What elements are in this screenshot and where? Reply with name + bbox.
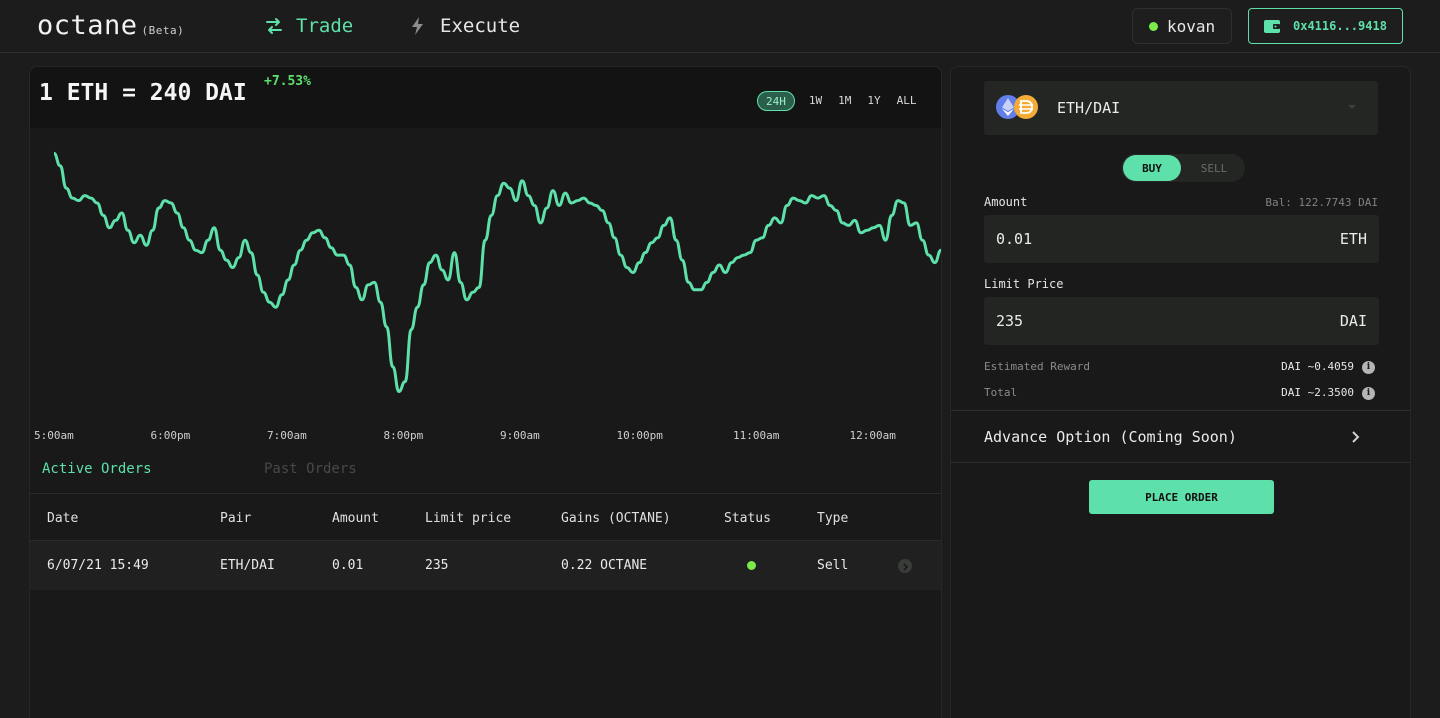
col-status: Status <box>724 511 771 526</box>
total-label: Total <box>984 386 1018 399</box>
network-label: kovan <box>1167 16 1216 36</box>
estimated-reward-label: Estimated Reward <box>984 360 1090 373</box>
pair-token-icons <box>996 95 1038 119</box>
advance-option-row[interactable]: Advance Option (Coming Soon) <box>951 410 1410 463</box>
cell-limit-price: 235 <box>425 558 449 573</box>
limit-price-label: Limit Price <box>984 277 1064 291</box>
amount-unit: ETH <box>1339 230 1367 248</box>
amount-label: Amount <box>984 195 1028 209</box>
cell-amount: 0.01 <box>332 558 364 573</box>
range-1y[interactable]: 1Y <box>867 94 881 107</box>
x-tick-label: 11:00am <box>733 429 780 442</box>
amount-field: ETH <box>984 215 1379 263</box>
dai-icon <box>1014 95 1038 119</box>
cell-date: 6/07/21 15:49 <box>47 558 149 573</box>
x-tick-label: 6:00pm <box>150 429 191 442</box>
place-order-button[interactable]: PLACE ORDER <box>1089 480 1274 514</box>
top-bar: octane (Beta) Trade Execute kovan 0x4116.… <box>0 0 1440 53</box>
chart-x-axis: 5:00am 6:00pm 7:00am 8:00pm 9:00am 10:00pm 11:… <box>30 429 941 443</box>
price-title: 1 ETH = 240 DAI <box>39 80 247 106</box>
wallet-address: 0x4116...9418 <box>1293 19 1387 33</box>
table-row[interactable]: 6/07/21 15:49 ETH/DAI 0.01 235 0.22 OCTA… <box>30 541 941 590</box>
amount-input[interactable] <box>984 215 1304 263</box>
chevron-right-icon <box>1352 431 1360 443</box>
price-change: +7.53% <box>264 74 311 89</box>
total-row: Total DAI ~2.3500 i <box>984 386 1378 402</box>
wallet-button[interactable]: 0x4116...9418 <box>1248 8 1403 44</box>
balance-text: Bal: 122.7743 DAI <box>1265 196 1378 209</box>
app-logo[interactable]: octane (Beta) <box>37 10 184 41</box>
range-all[interactable]: ALL <box>896 94 917 107</box>
range-24h[interactable]: 24H <box>757 91 795 111</box>
price-line <box>53 151 941 393</box>
info-icon[interactable]: i <box>1362 361 1375 374</box>
x-tick-label: 10:00pm <box>616 429 663 442</box>
order-tabs: Active Orders Past Orders <box>30 455 941 493</box>
limit-price-field: DAI <box>984 297 1379 345</box>
x-tick-label: 8:00pm <box>383 429 424 442</box>
info-icon[interactable]: i <box>1362 387 1375 400</box>
buy-sell-toggle: BUY SELL <box>1121 154 1245 182</box>
nav-trade[interactable]: Trade <box>264 13 353 39</box>
logo-text: octane <box>37 10 138 41</box>
nav-execute[interactable]: Execute <box>408 13 520 39</box>
x-tick-label: 5:00am <box>34 429 74 442</box>
col-type: Type <box>817 511 849 526</box>
tab-active-orders[interactable]: Active Orders <box>42 461 152 477</box>
sell-button[interactable]: SELL <box>1200 161 1228 175</box>
swap-arrows-icon <box>266 18 282 34</box>
trade-form-panel: ETH/DAI BUY SELL Amount Bal: 122.7743 DA… <box>950 66 1411 718</box>
range-1m[interactable]: 1M <box>838 94 852 107</box>
pair-label: ETH/DAI <box>1057 99 1121 117</box>
x-tick-label: 9:00am <box>500 429 540 442</box>
col-pair: Pair <box>220 511 252 526</box>
col-limit-price: Limit price <box>425 511 512 526</box>
orders-table-header: Date Pair Amount Limit price Gains (OCTA… <box>30 493 941 541</box>
logo-beta-tag: (Beta) <box>141 24 185 37</box>
chart-orders-panel: 1 ETH = 240 DAI +7.53% 24H 1W 1M 1Y ALL … <box>29 66 942 718</box>
estimated-reward-row: Estimated Reward DAI ~0.4059 i <box>984 360 1378 376</box>
estimated-reward-value: DAI ~0.4059 <box>1281 360 1354 373</box>
network-indicator[interactable]: kovan <box>1132 8 1232 44</box>
pair-selector[interactable]: ETH/DAI <box>984 81 1378 135</box>
tab-past-orders[interactable]: Past Orders <box>264 461 357 477</box>
price-header: 1 ETH = 240 DAI +7.53% 24H 1W 1M 1Y ALL <box>30 67 941 128</box>
x-tick-label: 7:00am <box>267 429 307 442</box>
network-status-dot <box>1149 21 1158 31</box>
x-tick-label: 12:00am <box>849 429 896 442</box>
price-chart-svg <box>53 151 941 393</box>
price-chart[interactable] <box>30 128 941 458</box>
total-value: DAI ~2.3500 <box>1281 386 1354 399</box>
buy-button[interactable]: BUY <box>1123 155 1181 181</box>
lightning-icon <box>412 17 423 35</box>
chevron-down-icon <box>1348 105 1356 109</box>
limit-price-input[interactable] <box>984 297 1304 345</box>
range-selector: 24H 1W 1M 1Y ALL <box>757 91 925 111</box>
col-amount: Amount <box>332 511 379 526</box>
advance-option-label: Advance Option (Coming Soon) <box>984 428 1237 446</box>
col-date: Date <box>47 511 79 526</box>
wallet-icon <box>1264 20 1280 33</box>
status-dot <box>747 561 756 570</box>
col-gains: Gains (OCTANE) <box>561 511 671 526</box>
eth-icon <box>996 95 1020 119</box>
row-expand-icon[interactable] <box>898 559 912 573</box>
cell-type: Sell <box>817 558 849 573</box>
cell-pair: ETH/DAI <box>220 558 275 573</box>
limit-price-unit: DAI <box>1339 312 1367 330</box>
nav-trade-label: Trade <box>296 15 354 37</box>
cell-gains: 0.22 OCTANE <box>561 558 648 573</box>
range-1w[interactable]: 1W <box>808 94 823 107</box>
nav-execute-label: Execute <box>440 15 521 37</box>
